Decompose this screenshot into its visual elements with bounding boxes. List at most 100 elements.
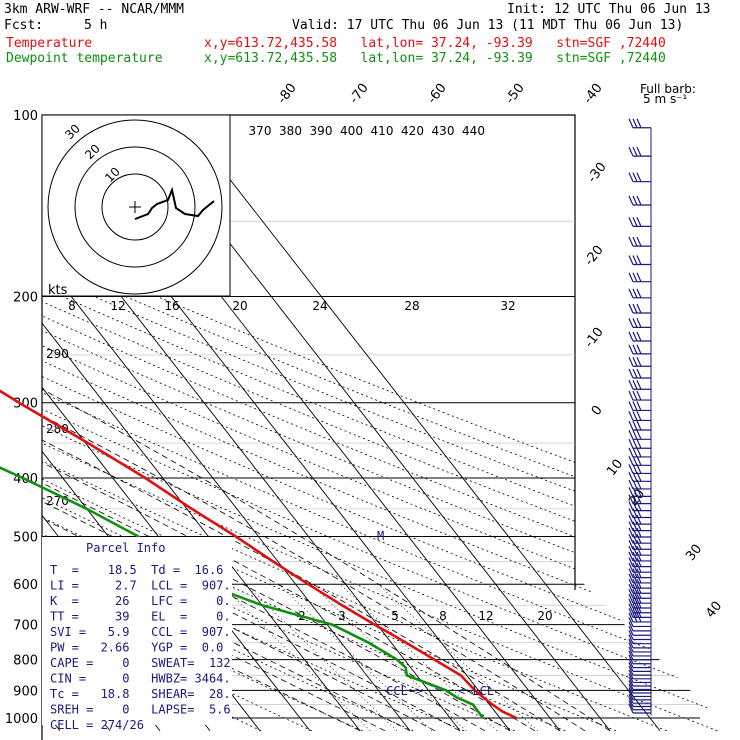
wind-barb-feather <box>628 578 634 589</box>
isotherm-label: -30 <box>585 160 610 186</box>
wind-barb-feather <box>628 356 634 367</box>
wind-barb-feather <box>636 527 642 538</box>
wind-barb-feather <box>628 420 634 431</box>
dry-adiabat-line <box>42 115 414 732</box>
wind-barb-feather <box>632 146 638 157</box>
theta-left-label: 280 <box>46 422 69 436</box>
upper-mixing-label: 12 <box>110 299 125 313</box>
wind-barb-feather <box>628 521 634 531</box>
wind-barb-feather <box>628 514 634 525</box>
wind-barb-feather <box>636 589 642 599</box>
wind-barb-feather <box>628 545 634 556</box>
theta-label: 370 <box>249 124 272 138</box>
wind-barb-feather <box>628 654 634 665</box>
parcel-row: LI = 2.7 LCL = 907. <box>50 579 231 593</box>
wind-barb-feather <box>628 236 634 247</box>
wind-barb-feather <box>632 573 638 584</box>
barb-legend-title: Full barb: <box>640 82 696 96</box>
wind-barb-feather <box>636 172 642 182</box>
parcel-row: SREH = 0 LAPSE= 5.6 <box>50 703 231 717</box>
wind-barb-feather <box>632 578 638 589</box>
wind-barb-feather <box>628 687 634 697</box>
mixing-ratio-label: 12 <box>478 609 493 623</box>
mixing-ratio-label: 20 <box>537 609 552 623</box>
wind-barb-feather <box>632 551 638 562</box>
wind-barb-feather <box>628 630 634 640</box>
theta-left-label: 290 <box>46 347 69 361</box>
theta-label: 410 <box>371 124 394 138</box>
isotherm-label: -20 <box>582 243 607 269</box>
wind-barb-feather <box>632 487 638 497</box>
wind-barb-feather <box>632 217 638 227</box>
wind-barb-feather <box>628 368 634 379</box>
dry-adiabat-line <box>42 115 740 732</box>
mixing-ratio-line <box>310 583 467 732</box>
theta-label: 440 <box>462 124 485 138</box>
wind-barb-feather <box>636 598 642 609</box>
isotherm-label: -60 <box>425 81 450 107</box>
hodograph-ring <box>47 119 223 295</box>
wind-barb-feather <box>636 368 642 379</box>
wind-barb-feather <box>636 420 642 431</box>
mixing-ratio-label: 5 <box>391 609 399 623</box>
wind-barb-feather <box>628 608 634 618</box>
wind-barb-feather <box>628 693 634 704</box>
wind-barb-feather <box>628 456 634 466</box>
forecast-label: Fcst: <box>4 18 44 33</box>
wind-barb-feather <box>628 380 634 390</box>
mixing-ratio-line <box>339 583 498 732</box>
parcel-row: CIN = 0 HWBZ= 3464. <box>50 672 231 686</box>
isotherm-label: -50 <box>503 81 528 107</box>
parcel-row: TT = 39 EL = 0. <box>50 610 231 624</box>
wind-barb-feather <box>628 642 634 653</box>
wind-barb-feather <box>632 521 638 531</box>
wind-barb-feather <box>628 272 634 282</box>
wind-barb-feather <box>632 540 638 550</box>
wind-barb-feather <box>628 540 634 550</box>
wind-barb-feather <box>636 146 642 157</box>
pressure-tick-label: 300 <box>13 397 38 412</box>
wind-barb-feather <box>632 456 638 466</box>
wind-barb-feather <box>628 658 634 668</box>
wind-barb-feather <box>628 551 634 562</box>
wind-barb-feather <box>636 439 642 449</box>
wind-barb-feather <box>636 501 642 511</box>
wind-barb-feather <box>628 288 634 299</box>
wind-barb-feather <box>632 272 638 282</box>
m-marker: M <box>377 529 384 543</box>
wind-barb-feather <box>632 533 638 544</box>
wind-barb-feather <box>632 494 638 504</box>
wind-barb-feather <box>636 568 642 578</box>
wind-barb-feather <box>636 573 642 584</box>
wind-barb-feather <box>628 669 634 680</box>
dry-adiabat-line <box>42 115 740 732</box>
wind-barb-feather <box>628 318 634 328</box>
wind-barb-feather <box>632 514 638 525</box>
parcel-panel-bg <box>42 537 232 725</box>
isotherm-label: -40 <box>581 81 606 107</box>
parcel-row: CELL = 274/26 <box>50 718 144 732</box>
wind-barb-feather <box>632 236 638 247</box>
wind-barb-feather <box>628 562 634 573</box>
wind-barb-feather <box>628 603 634 613</box>
isotherm-label: -80 <box>275 81 300 107</box>
wind-barb-feather <box>636 521 642 531</box>
dry-adiabat-line <box>42 115 667 732</box>
wind-barb-feather <box>632 195 638 206</box>
wind-barb-feather <box>632 545 638 556</box>
wind-barb-feather <box>636 344 642 355</box>
wind-barb-feather <box>636 318 642 328</box>
wind-barb-feather <box>628 527 634 538</box>
wind-barb-feather <box>636 236 642 247</box>
wind-barb-feather <box>628 331 634 342</box>
wind-barb-feather <box>628 146 634 157</box>
wind-barb-feather <box>632 356 638 367</box>
wind-barb-feather <box>628 612 634 623</box>
dewpoint-legend-label: Dewpoint temperature <box>6 51 163 66</box>
hodograph-trace <box>134 186 215 220</box>
hodograph-ring <box>101 173 169 241</box>
temperature-legend-info: x,y=613.72,435.58 lat,lon= 37.24, -93.39… <box>204 36 666 51</box>
wind-barb-feather <box>632 603 638 613</box>
